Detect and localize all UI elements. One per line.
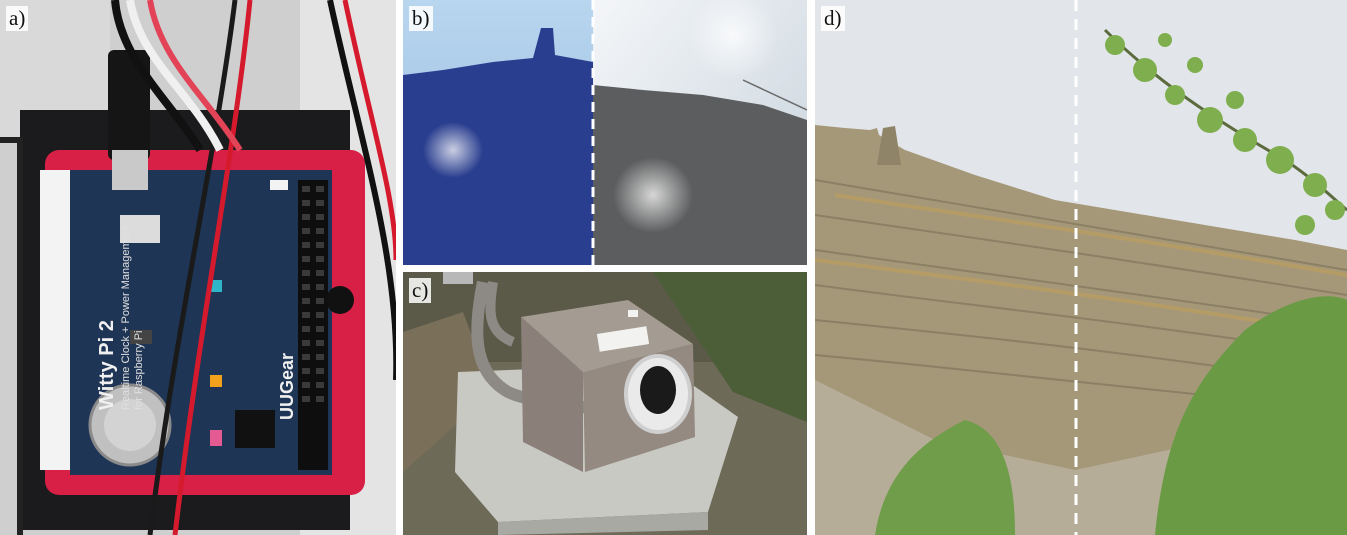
photo-panel-a-witty-pi-board: Witty Pi 2 Realtime Clock + Power Manage…	[0, 0, 396, 535]
cliff-silhouette-left	[403, 28, 593, 265]
panel-label-b: b)	[409, 6, 433, 31]
panel-label-a: a)	[6, 6, 29, 31]
board-name-label: Witty Pi 2	[96, 320, 118, 410]
camera-views-photo	[403, 0, 807, 265]
photo-panel-c-enclosure: c)	[403, 272, 807, 535]
cliff-photo	[815, 0, 1347, 535]
usb-cable-plug	[108, 50, 150, 160]
witty-pi-photo: Witty Pi 2 Realtime Clock + Power Manage…	[0, 0, 396, 535]
panel-label-c: c)	[409, 278, 432, 303]
board-line2-label: for Raspberry Pi	[133, 331, 145, 410]
shrub-left	[875, 420, 1015, 535]
enclosure-photo	[403, 272, 807, 535]
photo-panel-b-camera-views: b)	[403, 0, 807, 265]
shrub-right	[1155, 296, 1347, 535]
board-line1-label: Realtime Clock + Power Management	[120, 225, 132, 410]
panel-label-d: d)	[821, 6, 845, 31]
photo-panel-d-cliff: d)	[815, 0, 1347, 535]
brand-label: UUGear	[277, 353, 297, 420]
